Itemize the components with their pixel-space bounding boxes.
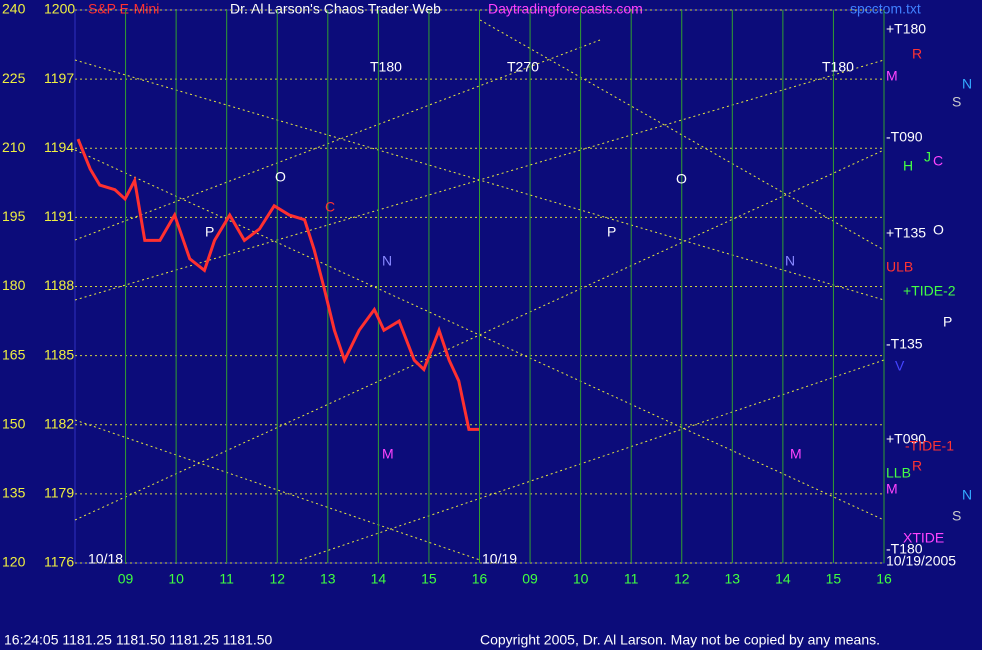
y2-tick-label: 210 bbox=[2, 139, 26, 155]
x-tick-label: 14 bbox=[371, 571, 387, 587]
y2-tick-label: 180 bbox=[2, 277, 26, 293]
annotation: -TIDE-1 bbox=[905, 438, 954, 454]
status-quote: 16:24:05 1181.25 1181.50 1181.25 1181.50 bbox=[4, 632, 273, 648]
annotation: N bbox=[962, 76, 972, 92]
price-line bbox=[76, 138, 479, 431]
annotation: M bbox=[382, 446, 394, 462]
copyright: Copyright 2005, Dr. Al Larson. May not b… bbox=[480, 632, 880, 648]
annotation: R bbox=[912, 458, 922, 474]
y-tick-label: 1194 bbox=[44, 139, 74, 155]
x-tick-label: 13 bbox=[725, 571, 741, 587]
x-tick-label: 15 bbox=[421, 571, 437, 587]
subtitle: Dr. Al Larson's Chaos Trader Web bbox=[230, 1, 441, 17]
x-tick-label: 16 bbox=[876, 571, 892, 587]
x-tick-label: 09 bbox=[522, 571, 538, 587]
date-label: 10/18 bbox=[88, 551, 123, 567]
annotation: P bbox=[205, 224, 214, 240]
y2-tick-label: 120 bbox=[2, 554, 26, 570]
annotation: N bbox=[785, 253, 795, 269]
date-label: 10/19 bbox=[482, 551, 517, 567]
annotation: T180 bbox=[370, 59, 402, 75]
annotation: -T090 bbox=[886, 129, 923, 145]
annotation: O bbox=[933, 222, 944, 238]
y-tick-label: 1188 bbox=[44, 277, 74, 293]
chart-title: S&P E-Mini bbox=[88, 1, 159, 17]
website: Daytradingforecasts.com bbox=[488, 1, 643, 17]
annotation: H bbox=[903, 158, 913, 174]
annotation: +T090 bbox=[886, 431, 926, 447]
x-tick-label: 16 bbox=[472, 571, 488, 587]
annotation: N bbox=[962, 487, 972, 503]
annotation: O bbox=[275, 169, 286, 185]
annotation: P bbox=[607, 224, 616, 240]
y-tick-label: 1200 bbox=[44, 1, 75, 17]
annotation: -T180 bbox=[886, 541, 923, 557]
annotation: XTIDE bbox=[903, 530, 944, 546]
x-tick-label: 09 bbox=[118, 571, 134, 587]
y-tick-label: 1197 bbox=[44, 70, 74, 86]
annotation: -T135 bbox=[886, 336, 923, 352]
annotation: +T135 bbox=[886, 225, 926, 241]
y2-tick-label: 135 bbox=[2, 485, 26, 501]
y2-tick-label: 240 bbox=[2, 1, 26, 17]
y-tick-label: 1185 bbox=[44, 346, 74, 362]
annotation: +TIDE-2 bbox=[903, 283, 956, 299]
annotation: C bbox=[933, 153, 943, 169]
x-tick-label: 13 bbox=[320, 571, 336, 587]
annotation: C bbox=[325, 199, 335, 215]
annotation: T270 bbox=[507, 59, 539, 75]
annotation: R bbox=[912, 46, 922, 62]
y2-tick-label: 150 bbox=[2, 415, 26, 431]
annotation: S bbox=[952, 94, 961, 110]
x-tick-label: 10 bbox=[573, 571, 589, 587]
x-tick-label: 12 bbox=[674, 571, 690, 587]
x-tick-label: 11 bbox=[219, 571, 234, 587]
x-tick-label: 14 bbox=[775, 571, 791, 587]
annotation: M bbox=[886, 481, 898, 497]
annotation: V bbox=[895, 358, 905, 374]
annotation: O bbox=[676, 171, 687, 187]
y-tick-label: 1176 bbox=[44, 554, 74, 570]
y-tick-label: 1179 bbox=[44, 485, 74, 501]
y-tick-label: 1191 bbox=[44, 208, 74, 224]
y2-tick-label: 225 bbox=[2, 70, 26, 86]
x-tick-label: 12 bbox=[269, 571, 285, 587]
file-name: spcctom.txt bbox=[850, 1, 921, 17]
y2-tick-label: 165 bbox=[2, 346, 26, 362]
annotation: N bbox=[382, 253, 392, 269]
annotation: M bbox=[790, 446, 802, 462]
x-tick-label: 15 bbox=[826, 571, 842, 587]
y-tick-label: 1182 bbox=[44, 415, 74, 431]
annotation: LLB bbox=[886, 465, 911, 481]
annotation: +T180 bbox=[886, 21, 926, 37]
x-tick-label: 10 bbox=[168, 571, 184, 587]
x-tick-label: 11 bbox=[624, 571, 639, 587]
y2-tick-label: 195 bbox=[2, 208, 26, 224]
annotation: P bbox=[943, 314, 952, 330]
annotation: J bbox=[924, 149, 931, 165]
annotation: ULB bbox=[886, 259, 913, 275]
annotation: T180 bbox=[822, 59, 854, 75]
annotation: 10/19/2005 bbox=[886, 553, 956, 569]
annotation: S bbox=[952, 508, 961, 524]
annotation: M bbox=[886, 68, 898, 84]
